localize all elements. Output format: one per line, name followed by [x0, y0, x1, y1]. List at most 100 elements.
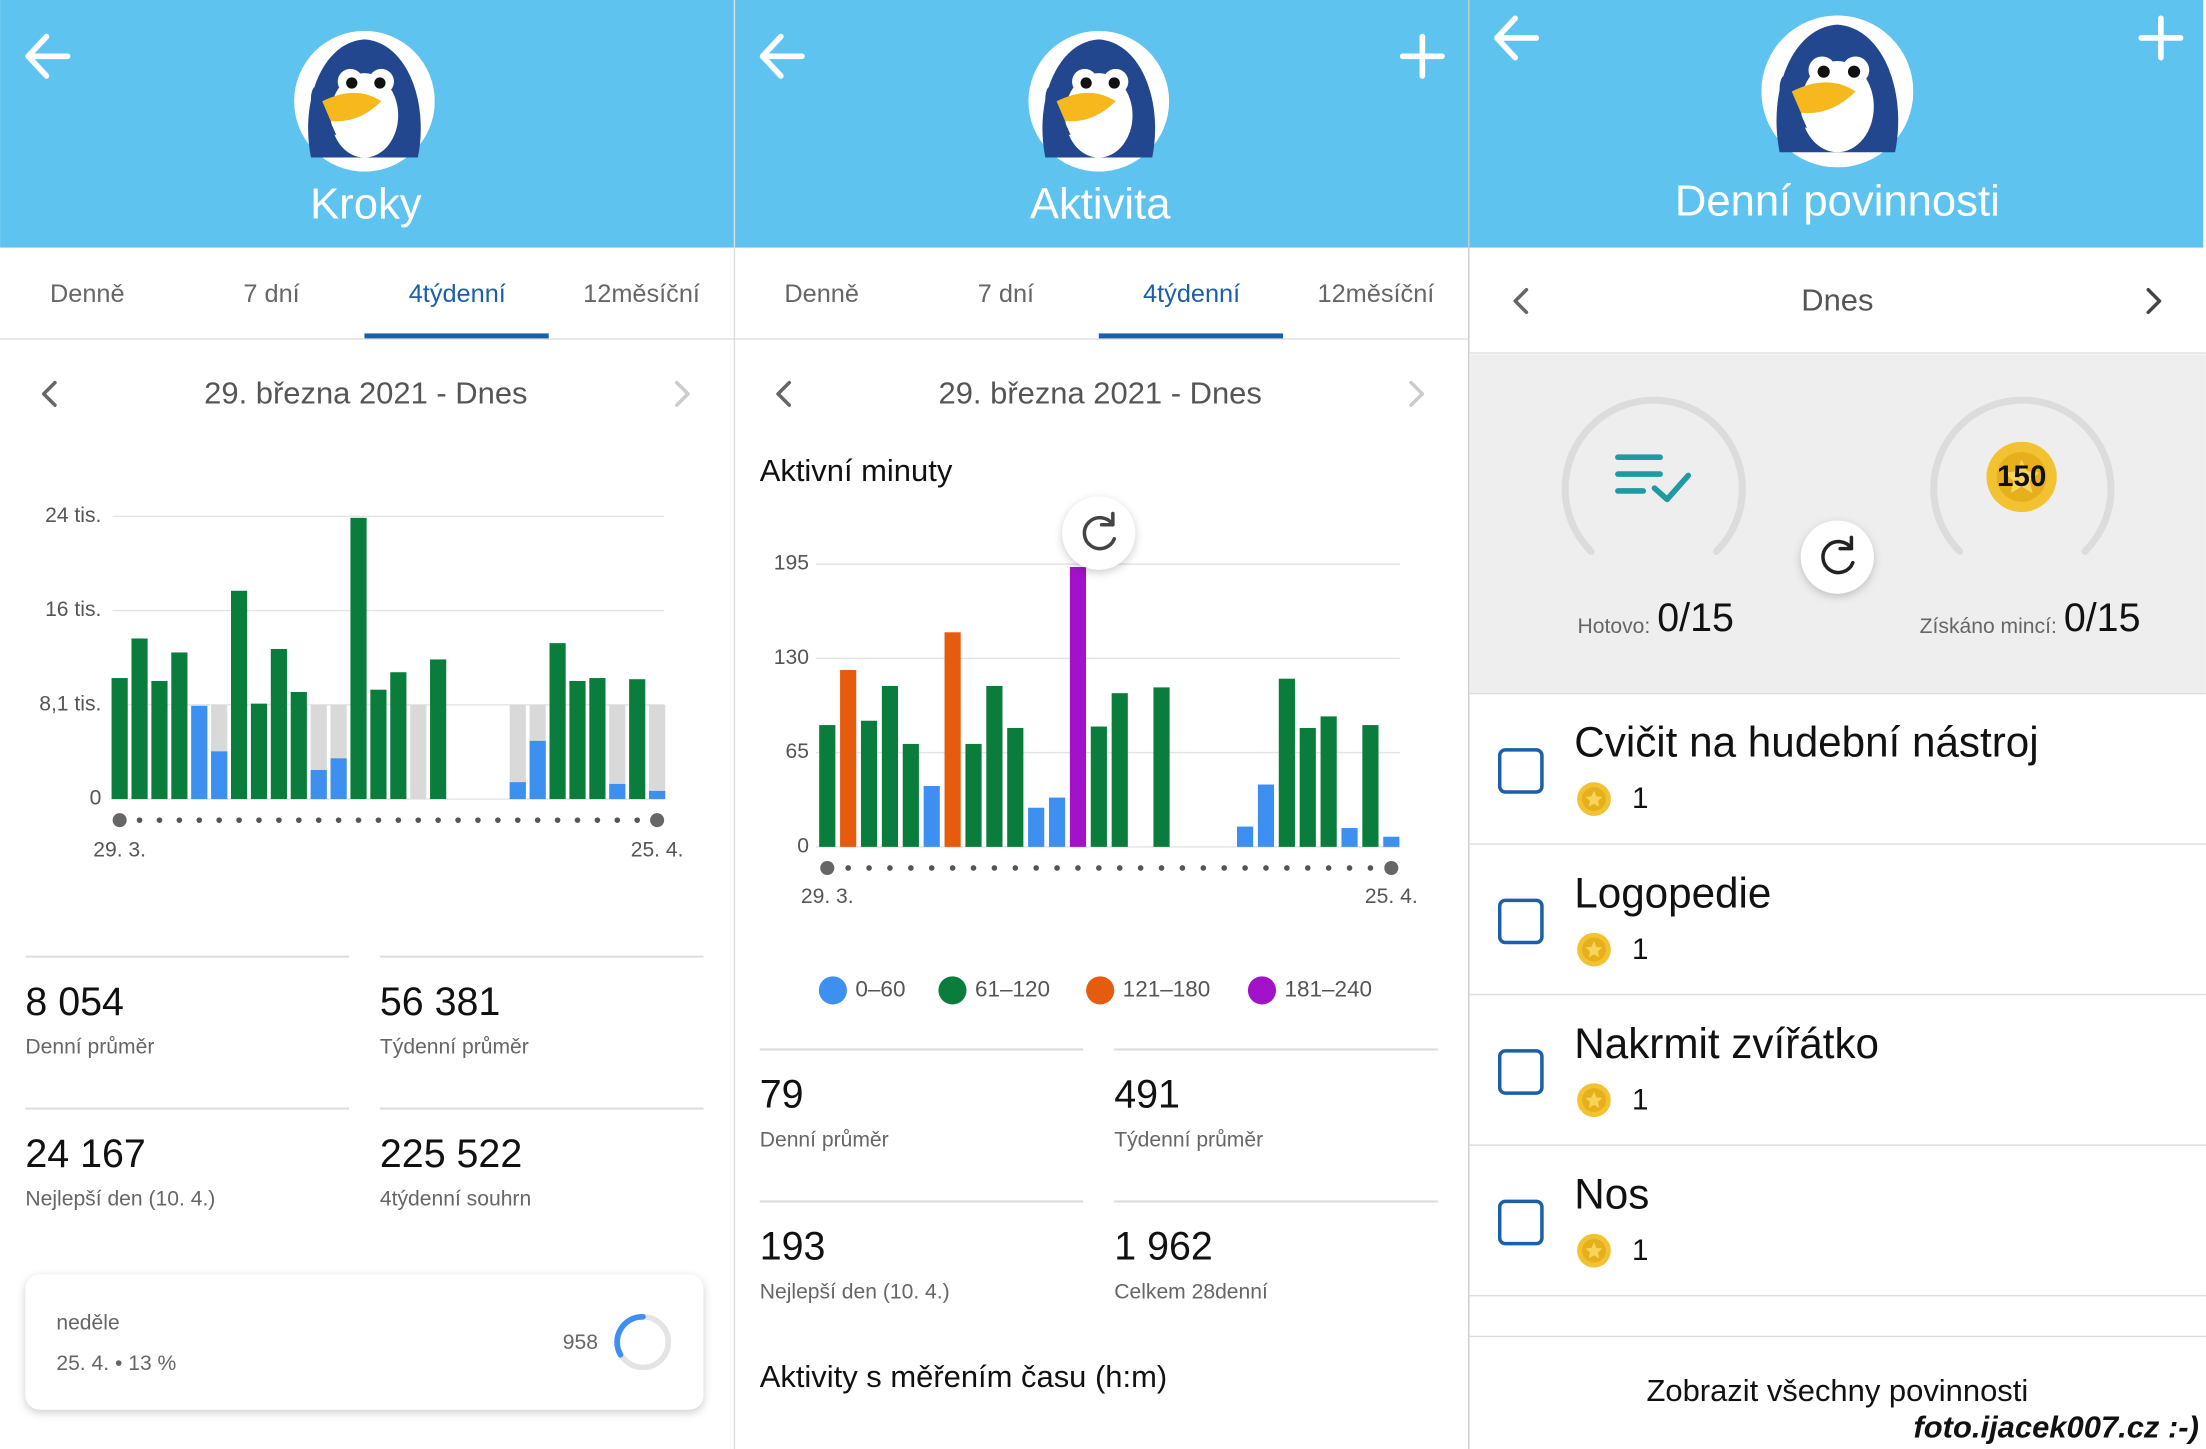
back-button[interactable]: [25, 33, 71, 79]
next-button[interactable]: [674, 380, 690, 407]
x-dot: [276, 817, 282, 823]
x-dot: [216, 817, 222, 823]
task-name: Logopedie: [1574, 869, 1771, 916]
refresh-button[interactable]: [1062, 496, 1136, 570]
x-tick-label: 29. 3.: [801, 885, 854, 908]
bar: [1111, 693, 1128, 847]
bar: [923, 785, 940, 847]
x-dot: [1384, 860, 1399, 876]
y-tick-label: 24 tis.: [45, 504, 101, 527]
tab[interactable]: 7 dní: [978, 280, 1034, 308]
y-tick-label: 130: [774, 646, 809, 669]
task-checkbox[interactable]: [1497, 748, 1544, 794]
back-button[interactable]: [759, 33, 805, 79]
header-title: Denní povinnosti: [1675, 178, 2000, 226]
x-dot: [1012, 865, 1019, 871]
back-button[interactable]: [1494, 15, 1540, 61]
x-dot: [495, 817, 501, 823]
tab[interactable]: 4týdenní: [1143, 280, 1240, 308]
bar: [310, 769, 327, 800]
show-all-link[interactable]: Zobrazit všechny povinnosti: [1646, 1373, 2028, 1408]
bar: [649, 790, 666, 800]
x-dot: [928, 865, 935, 871]
bar: [1048, 797, 1066, 847]
bar: [1362, 725, 1379, 847]
bar: [529, 740, 546, 800]
next-button[interactable]: [2146, 288, 2162, 315]
x-dot: [1221, 865, 1228, 871]
stat-value: 79: [760, 1073, 804, 1117]
bar: [191, 705, 208, 800]
bar: [629, 679, 646, 800]
tab[interactable]: Denně: [784, 280, 859, 308]
x-dot: [534, 817, 541, 823]
coins-gauge: [1930, 396, 2115, 555]
bar: [1236, 826, 1254, 847]
stat-value: 24 167: [25, 1132, 145, 1176]
stat-value: 56 381: [380, 980, 500, 1024]
coins-value: 0/15: [2064, 596, 2141, 640]
tab[interactable]: 12měsíční: [1318, 280, 1435, 308]
done-label: Hotovo:: [1578, 615, 1651, 638]
add-button[interactable]: [1399, 33, 1445, 79]
next-button[interactable]: [1409, 380, 1425, 407]
bar: [171, 652, 188, 800]
x-tick-label: 25. 4.: [631, 839, 684, 862]
stat-label: Týdenní průměr: [1114, 1128, 1263, 1151]
x-dot: [554, 817, 561, 823]
tab[interactable]: Denně: [50, 280, 125, 308]
x-dot: [1158, 865, 1165, 871]
x-dot: [970, 865, 977, 871]
bar: [250, 703, 268, 800]
bar: [1320, 716, 1337, 847]
x-dot: [887, 865, 893, 871]
task-checkbox[interactable]: [1497, 898, 1544, 945]
x-dot: [335, 817, 342, 823]
legend-label: 61–120: [975, 976, 1050, 1001]
x-dot: [1033, 865, 1039, 871]
bar: [1257, 784, 1275, 847]
refresh-icon: [1821, 535, 1855, 575]
legend-swatch: [818, 976, 847, 1005]
x-dot: [845, 865, 851, 871]
tab[interactable]: 12měsíční: [583, 280, 700, 308]
prev-button[interactable]: [41, 380, 57, 407]
goal-backdrop: [509, 704, 526, 800]
x-dot: [949, 865, 956, 871]
task-checkbox[interactable]: [1497, 1049, 1544, 1095]
stat-value: 1 962: [1114, 1225, 1213, 1269]
x-dot: [395, 817, 402, 823]
tab[interactable]: 7 dní: [243, 280, 299, 308]
task-checkbox[interactable]: [1497, 1199, 1544, 1246]
task-name: Cvičit na hudební nástroj: [1574, 719, 2038, 766]
legend-label: 0–60: [855, 976, 905, 1001]
prev-button[interactable]: [1513, 288, 1529, 315]
day-card[interactable]: [25, 1274, 704, 1410]
bar: [965, 743, 982, 847]
x-dot: [1179, 865, 1186, 871]
x-tick-label: 25. 4.: [1365, 885, 1418, 908]
x-dot: [1367, 865, 1374, 871]
bar: [1090, 726, 1107, 847]
x-dot: [136, 817, 143, 823]
x-dot: [1325, 865, 1332, 871]
date-range: 29. března 2021 - Dnes: [939, 375, 1262, 410]
tab[interactable]: 4týdenní: [409, 280, 506, 308]
refresh-button[interactable]: [1800, 520, 1874, 594]
stat-label: Celkem 28denní: [1114, 1280, 1268, 1303]
x-dot: [1116, 865, 1123, 871]
card-detail: 25. 4. • 13 %: [56, 1352, 176, 1375]
bar: [881, 685, 899, 847]
coin-icon: [1577, 932, 1611, 967]
x-dot: [1137, 865, 1144, 871]
avatar: [1028, 30, 1170, 172]
stat-label: Týdenní průměr: [380, 1036, 529, 1059]
x-dot: [614, 817, 621, 823]
x-dot: [1284, 865, 1290, 871]
x-dot: [1054, 865, 1060, 871]
bar: [944, 632, 961, 847]
x-dot: [236, 817, 242, 823]
prev-button[interactable]: [776, 380, 792, 407]
done-value: 0/15: [1657, 596, 1734, 640]
add-button[interactable]: [2138, 15, 2184, 61]
